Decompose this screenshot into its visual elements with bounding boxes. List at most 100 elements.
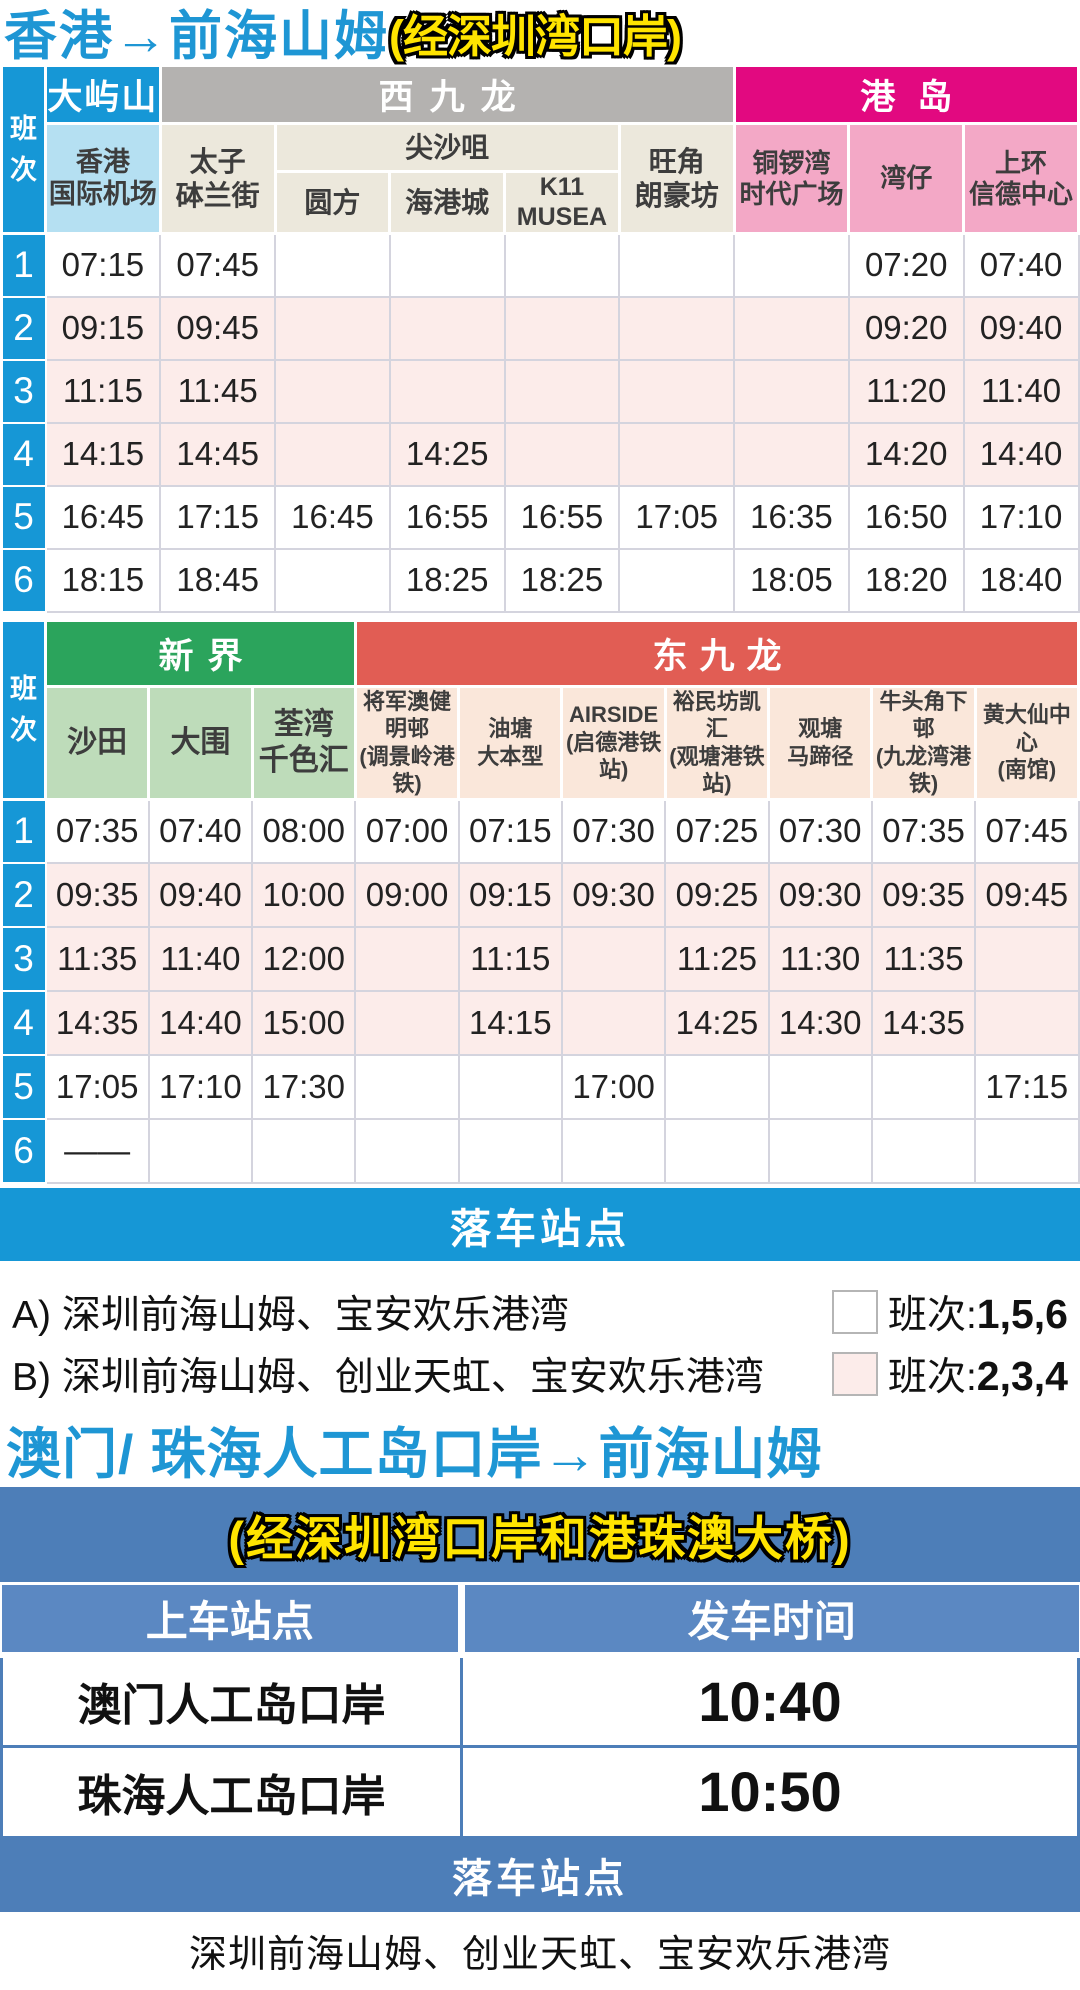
time-cell: 14:40 [147, 990, 254, 1056]
time-cell: 14:35 [870, 990, 977, 1056]
time-cell: 11:45 [159, 358, 277, 424]
time-cell [274, 232, 391, 298]
legend-text-b: B) 深圳前海山姆、创业天虹、宝安欢乐港湾 [12, 1356, 764, 1399]
timetable-row: 3 11:35 11:40 12:00 11:15 11:25 11:30 11:35 [0, 926, 1080, 992]
time-cell: 08:00 [251, 798, 357, 864]
time-cell: 15:00 [251, 990, 357, 1056]
time-cell: 07:25 [664, 798, 770, 864]
station-header-elements: 圆方 [273, 170, 392, 235]
time-cell [974, 990, 1080, 1056]
time-cell [560, 1118, 667, 1184]
timetable-row: 6 18:15 18:45 18:25 18:25 18:05 18:20 18:40 [0, 547, 1080, 613]
time-cell: 17:00 [560, 1054, 667, 1120]
station-header-wanchai: 湾仔 [847, 122, 966, 235]
station-header-tseung-kwan-o: 将军澳健明邨 (调景岭港铁) [353, 684, 461, 801]
departure-time-macau: 10:40 [460, 1653, 1080, 1748]
trip-number: 3 [0, 926, 47, 992]
time-cell: 09:35 [44, 862, 150, 928]
time-cell: 09:45 [974, 862, 1080, 928]
trip-number: 1 [0, 232, 47, 298]
hk-timetable-body: 1 07:15 07:45 07:20 07:40 2 09:15 09:45 09:20 09:… [0, 232, 1080, 613]
time-cell: 14:30 [767, 990, 873, 1056]
time-cell: 09:35 [870, 862, 977, 928]
nt-ekl-timetable-body: 1 07:35 07:40 08:00 07:00 07:15 07:30 07:25 07:3… [0, 798, 1080, 1184]
dropoff-banner-1: 落车站点 [0, 1188, 1080, 1261]
time-cell: —— [44, 1118, 150, 1184]
time-cell [457, 1054, 563, 1120]
time-cell: 11:20 [847, 358, 965, 424]
nt-ekl-timetable: 班 次 新界 东九龙 沙田 大围 荃湾 千色汇 将军澳健明邨 (调景岭港铁) 油… [0, 618, 1080, 1184]
page-title-macau-route: 澳门/ 珠海人工岛口岸→前海山姆 [6, 1423, 823, 1485]
time-cell [618, 358, 736, 424]
time-cell [503, 295, 621, 361]
boarding-point-macau: 澳门人工岛口岸 [0, 1653, 463, 1748]
time-cell [618, 232, 736, 298]
station-header-airside: AIRSIDE (启德港铁站) [560, 684, 667, 801]
timetable-row: 6 —— [0, 1118, 1080, 1184]
time-cell: 17:30 [251, 1054, 357, 1120]
time-cell [251, 1118, 357, 1184]
legend-trips-label-a: 班次: [887, 1294, 977, 1337]
time-cell: 17:05 [618, 484, 736, 550]
time-cell: 09:15 [457, 862, 563, 928]
time-cell: 07:15 [457, 798, 563, 864]
time-cell: 09:30 [767, 862, 873, 928]
time-cell: 18:20 [847, 547, 965, 613]
timetable-row: 5 17:05 17:10 17:30 17:00 17:15 [0, 1054, 1080, 1120]
time-cell: 07:15 [44, 232, 162, 298]
time-cell [354, 926, 460, 992]
legend-trips-a: 班次:1,5,6 [888, 1284, 1068, 1340]
time-cell: 09:40 [147, 862, 254, 928]
time-cell [388, 232, 506, 298]
time-cell [503, 358, 621, 424]
time-cell: 09:00 [354, 862, 460, 928]
time-cell [974, 1118, 1080, 1184]
time-cell: 09:20 [847, 295, 965, 361]
time-cell: 11:35 [870, 926, 977, 992]
macau-departure-table: 上车站点 发车时间 澳门人工岛口岸 10:40 珠海人工岛口岸 10:50 [0, 1585, 1080, 1839]
departure-time-zhuhai: 10:50 [460, 1744, 1080, 1839]
time-cell: 09:15 [44, 295, 162, 361]
time-cell [354, 1054, 460, 1120]
dropoff-legend: A) 深圳前海山姆、宝安欢乐港湾 班次:1,5,6 B) 深圳前海山姆、创业天虹… [0, 1261, 1080, 1413]
time-cell: 11:25 [664, 926, 770, 992]
route-title-text: 香港→前海山姆 [4, 7, 389, 66]
timetable-row: 4 14:15 14:45 14:25 14:20 14:40 [0, 421, 1080, 487]
time-cell: 18:25 [388, 547, 506, 613]
trip-number: 2 [0, 295, 47, 361]
time-cell: 07:35 [44, 798, 150, 864]
time-cell: 18:45 [159, 547, 277, 613]
time-cell: 18:40 [962, 547, 1080, 613]
time-cell: 07:40 [962, 232, 1080, 298]
station-header-shatin: 沙田 [43, 684, 151, 801]
station-header-kwun-tong: 观塘 马蹄径 [767, 684, 874, 801]
time-cell [733, 358, 850, 424]
station-header-yau-tong: 油塘 大本型 [457, 684, 564, 801]
time-cell [388, 358, 506, 424]
time-cell [870, 1054, 977, 1120]
legend-trips-numbers-a: 1,5,6 [976, 1291, 1068, 1337]
time-cell: 07:45 [159, 232, 277, 298]
station-header-wong-tai-sin: 黄大仙中心 (南馆) [973, 684, 1080, 801]
time-cell: 18:15 [44, 547, 162, 613]
timetable-row: 2 09:15 09:45 09:20 09:40 [0, 295, 1080, 361]
time-cell: 07:30 [560, 798, 667, 864]
time-cell [664, 1118, 770, 1184]
time-cell: 07:45 [974, 798, 1080, 864]
time-cell [733, 232, 850, 298]
time-cell: 07:40 [147, 798, 254, 864]
legend-row-b: B) 深圳前海山姆、创业天虹、宝安欢乐港湾 班次:2,3,4 [12, 1343, 1068, 1405]
time-cell [618, 421, 736, 487]
column-header-departure-time: 发车时间 [458, 1585, 1079, 1658]
trip-number: 5 [0, 1054, 47, 1120]
time-cell [274, 421, 391, 487]
time-cell [870, 1118, 977, 1184]
time-cell [560, 990, 667, 1056]
time-cell [664, 1054, 770, 1120]
timetable-row: 2 09:35 09:40 10:00 09:00 09:15 09:30 09:25 09:3… [0, 862, 1080, 928]
region-header-hk-island: 港岛 [732, 64, 1080, 125]
time-cell: 11:40 [147, 926, 254, 992]
time-cell: 11:15 [44, 358, 162, 424]
time-cell [767, 1054, 873, 1120]
time-cell: 14:35 [44, 990, 150, 1056]
